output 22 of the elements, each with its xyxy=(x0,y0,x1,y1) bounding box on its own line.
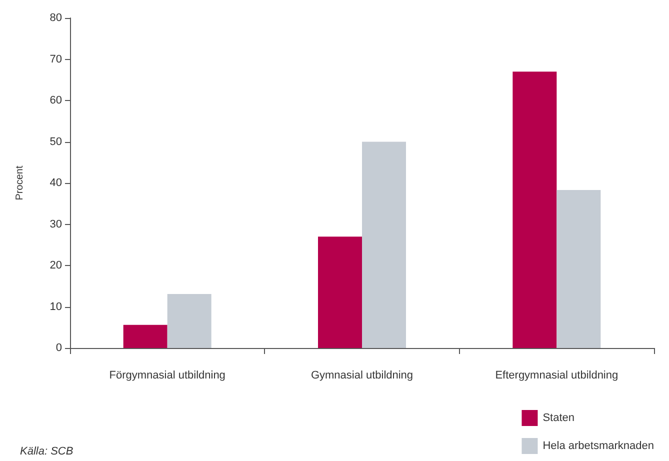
y-tick-label: 10 xyxy=(50,300,62,313)
x-tick-label: Gymnasial utbildning xyxy=(310,370,414,382)
y-axis-title: Procent xyxy=(14,166,26,200)
y-tick-label: 80 xyxy=(50,12,62,24)
y-tick-label: 30 xyxy=(50,218,62,230)
x-tick-label: Eftergymnasial utbildning xyxy=(495,370,618,382)
y-tick-label: 50 xyxy=(50,136,62,148)
y-tick-label: 20 xyxy=(50,260,62,272)
y-tick-label: 70 xyxy=(50,53,62,66)
bar xyxy=(318,236,362,348)
x-tick-label: Förgymnasial utbildning xyxy=(109,370,226,382)
bar xyxy=(123,324,168,348)
y-tick-label: 40 xyxy=(50,177,62,189)
bar xyxy=(167,294,212,348)
text: Källa: SCB xyxy=(20,446,74,458)
bar xyxy=(512,72,557,348)
bar xyxy=(362,142,406,348)
legend-label: Staten xyxy=(542,412,575,424)
y-tick-label: 0 xyxy=(56,342,62,354)
y-tick-label: 60 xyxy=(50,94,62,106)
legend-label: Hela arbetsmarknaden xyxy=(542,440,654,452)
bar xyxy=(556,190,601,348)
